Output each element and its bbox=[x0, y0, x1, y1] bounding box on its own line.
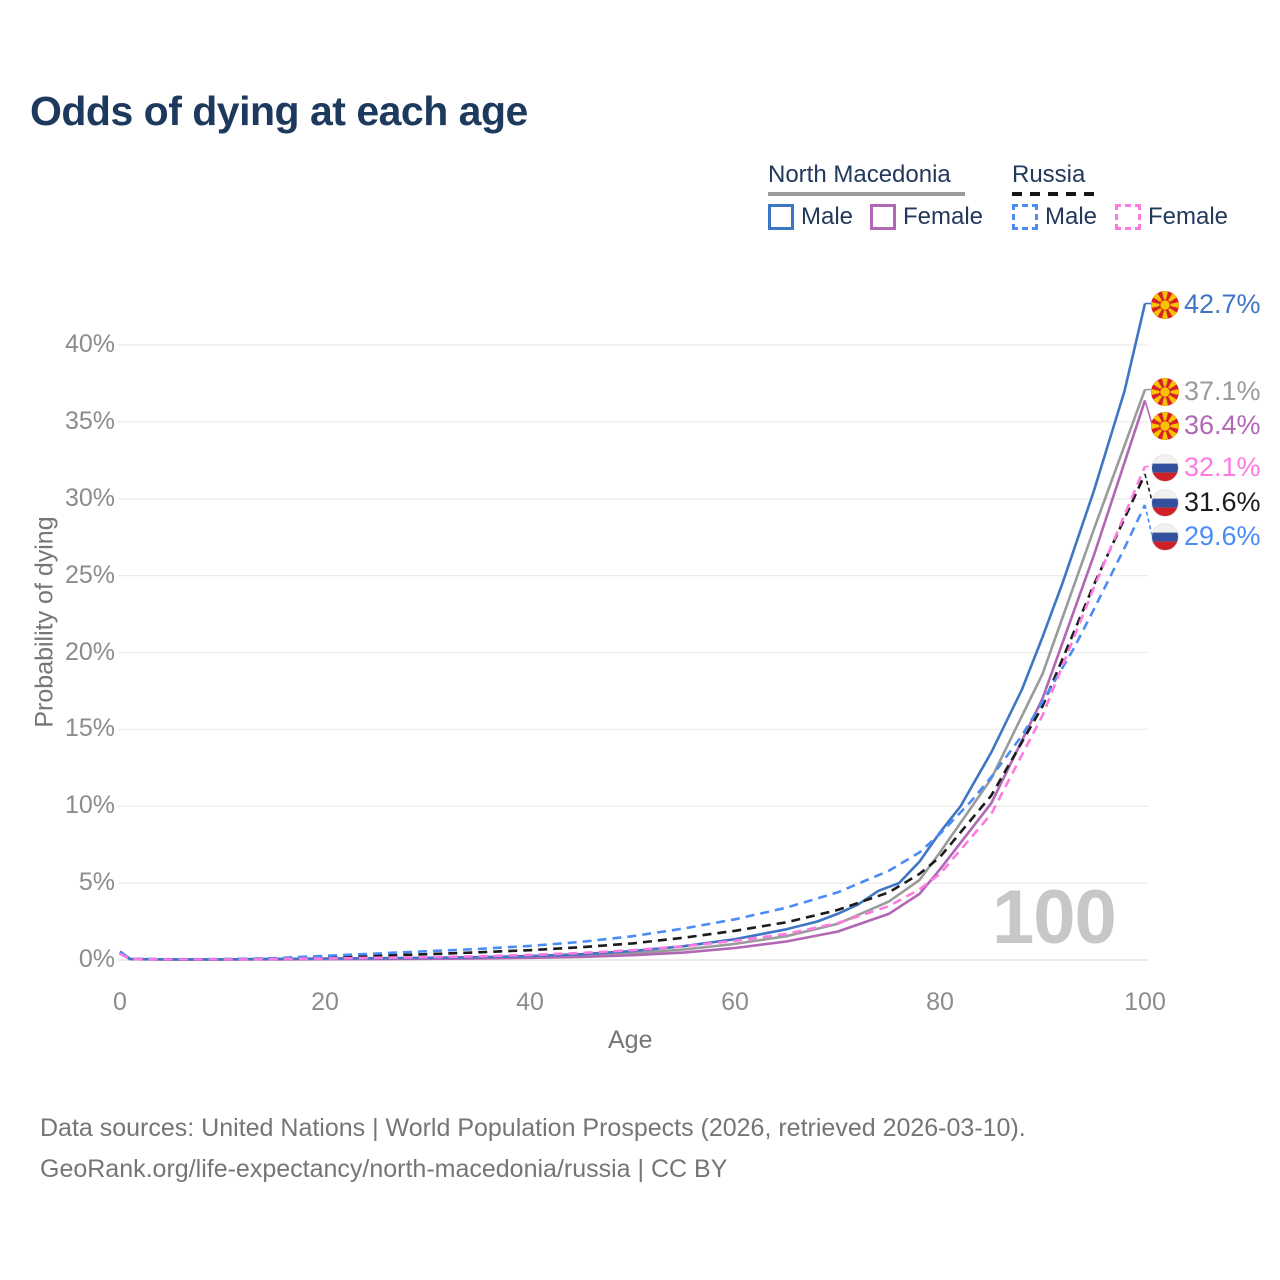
legend-item-nm-male[interactable]: Male bbox=[768, 203, 853, 231]
end-label-nm-male: 42.7% bbox=[1151, 289, 1261, 320]
ru-male-swatch-icon bbox=[1012, 204, 1038, 230]
end-label-value: 32.1% bbox=[1184, 452, 1261, 482]
footer-sources: Data sources: United Nations | World Pop… bbox=[40, 1114, 1026, 1142]
y-tick-label: 0% bbox=[78, 945, 115, 973]
y-axis-title: Probability of dying bbox=[30, 516, 59, 728]
footer-link: GeoRank.org/life-expectancy/north-macedo… bbox=[40, 1154, 728, 1183]
y-tick-label: 10% bbox=[64, 791, 115, 819]
legend-label: Male bbox=[801, 203, 854, 230]
x-tick-label: 0 bbox=[113, 988, 127, 1016]
x-tick-label: 20 bbox=[311, 988, 339, 1016]
x-tick-label: 100 bbox=[1124, 988, 1166, 1016]
russia-flag-icon bbox=[1151, 488, 1179, 517]
series-line-nm-male bbox=[119, 303, 1147, 961]
end-label-ru-female: 32.1% bbox=[1151, 452, 1261, 483]
end-label-nm-total: 37.1% bbox=[1151, 376, 1261, 407]
nm-male-swatch-icon bbox=[768, 204, 794, 230]
y-tick-label: 5% bbox=[78, 868, 115, 896]
y-tick-label: 25% bbox=[64, 561, 115, 589]
end-label-ru-total: 31.6% bbox=[1151, 487, 1261, 518]
legend-label: Male bbox=[1045, 203, 1098, 230]
y-tick-label: 15% bbox=[64, 714, 115, 742]
ru-female-swatch-icon bbox=[1115, 204, 1141, 230]
end-label-value: 31.6% bbox=[1184, 487, 1261, 517]
nm-female-swatch-icon bbox=[870, 204, 896, 230]
legend-item-ru-female[interactable]: Female bbox=[1115, 203, 1228, 231]
y-tick-label: 30% bbox=[64, 484, 115, 512]
end-label-value: 36.4% bbox=[1184, 410, 1261, 440]
legend-group-north-macedonia: North Macedonia bbox=[768, 161, 951, 188]
legend-item-ru-male[interactable]: Male bbox=[1012, 203, 1097, 231]
x-tick-label: 60 bbox=[721, 988, 749, 1016]
north-macedonia-flag-icon bbox=[1151, 290, 1179, 319]
legend-label: Female bbox=[1148, 203, 1229, 230]
legend-label: Female bbox=[903, 203, 984, 230]
y-tick-label: 40% bbox=[64, 330, 115, 358]
y-tick-label: 35% bbox=[64, 407, 115, 435]
russia-flag-icon bbox=[1151, 522, 1179, 551]
north-macedonia-flag-icon bbox=[1151, 411, 1179, 440]
x-tick-label: 40 bbox=[516, 988, 544, 1016]
age-watermark: 100 bbox=[992, 875, 1117, 960]
end-label-value: 37.1% bbox=[1184, 376, 1261, 406]
end-label-nm-female: 36.4% bbox=[1151, 410, 1261, 441]
legend-item-nm-female[interactable]: Female bbox=[870, 203, 983, 231]
legend-underline-north-macedonia bbox=[768, 192, 965, 196]
end-label-value: 29.6% bbox=[1184, 521, 1261, 551]
footer: Data sources: United Nations | World Pop… bbox=[40, 1108, 1026, 1189]
legend-group-russia: Russia bbox=[1012, 161, 1086, 188]
end-label-value: 42.7% bbox=[1184, 289, 1261, 319]
end-label-ru-male: 29.6% bbox=[1151, 521, 1261, 552]
north-macedonia-flag-icon bbox=[1151, 377, 1179, 406]
legend-underline-russia bbox=[1012, 192, 1096, 196]
page-title: Odds of dying at each age bbox=[30, 88, 528, 134]
x-tick-label: 80 bbox=[926, 988, 954, 1016]
y-tick-label: 20% bbox=[64, 638, 115, 666]
russia-flag-icon bbox=[1151, 453, 1179, 482]
x-axis-title: Age bbox=[608, 1026, 653, 1054]
